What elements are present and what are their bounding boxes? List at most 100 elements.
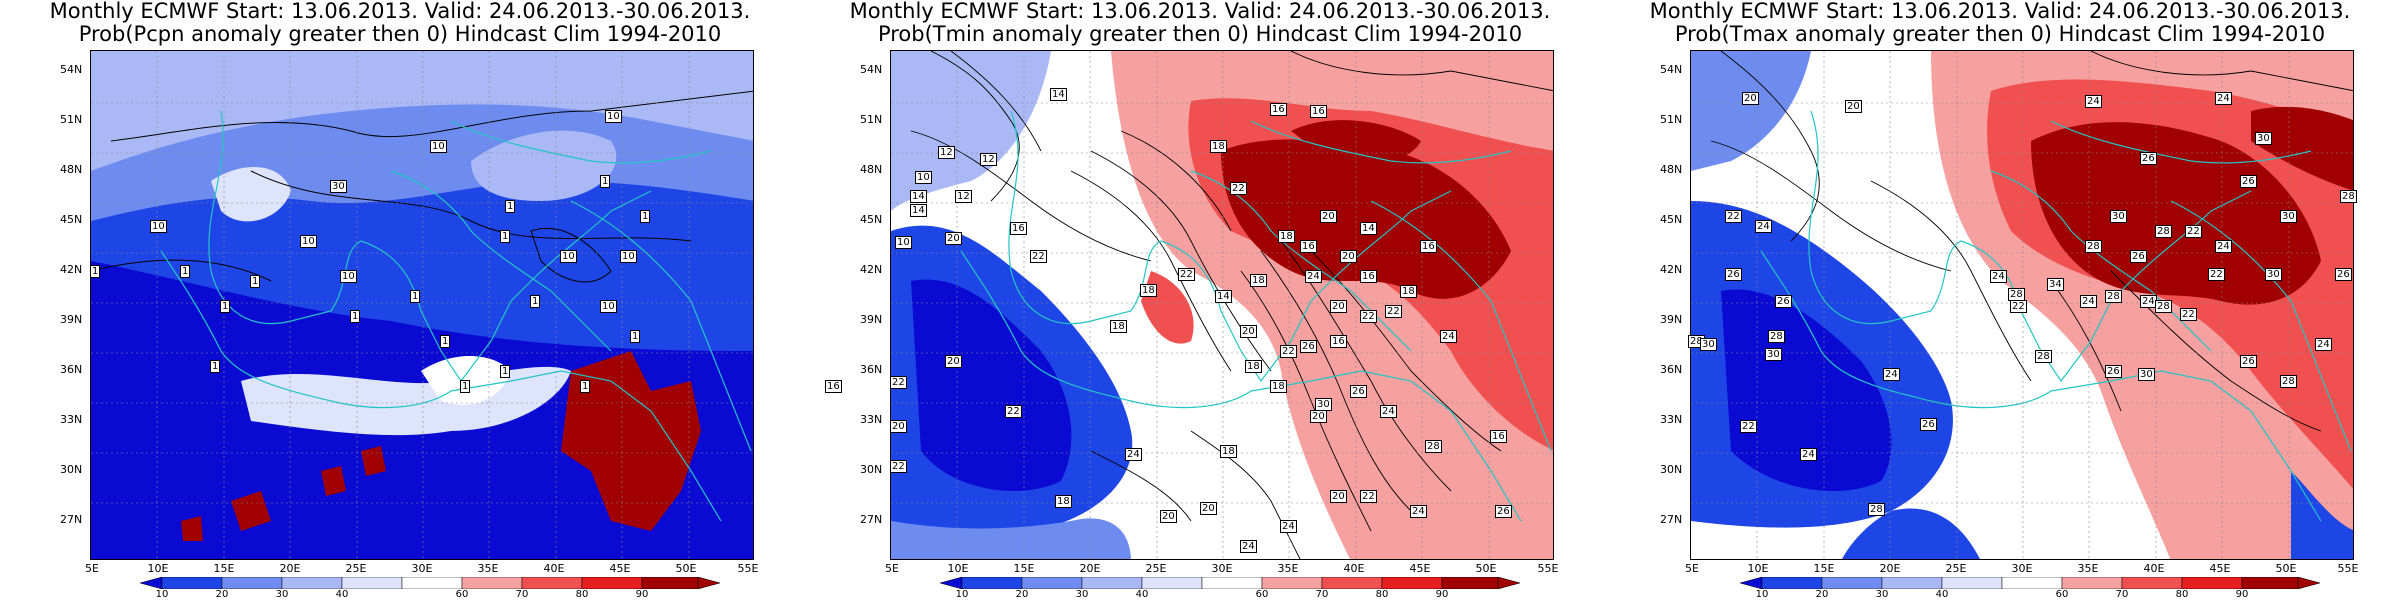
contour-label: 18 [1250, 274, 1267, 287]
contour-label: 24 [1883, 368, 1900, 381]
contour-label: 1 [210, 360, 221, 373]
lon-label: 35E [477, 562, 499, 575]
probability-map [91, 51, 753, 559]
colorbar-tick: 40 [1135, 589, 1149, 600]
contour-label: 16 [1360, 270, 1377, 283]
contour-label: 22 [2010, 300, 2027, 313]
lat-label: 51N [1660, 113, 1683, 126]
lon-label: 45E [1409, 562, 1431, 575]
contour-label: 24 [1755, 220, 1772, 233]
lon-label: 50E [1475, 562, 1497, 575]
contour-label: 22 [1360, 310, 1377, 323]
lat-label: 30N [1660, 463, 1683, 476]
contour-label: 24 [1280, 520, 1297, 533]
lat-label: 54N [60, 63, 83, 76]
contour-label: 20 [945, 232, 962, 245]
lat-label: 27N [60, 513, 83, 526]
contour-label: 16 [1490, 430, 1507, 443]
contour-label: 30 [1765, 348, 1782, 361]
colorbar-tick: 90 [635, 589, 649, 600]
lon-label: 55E [2337, 562, 2359, 575]
lon-label: 55E [737, 562, 759, 575]
contour-label: 26 [1350, 385, 1367, 398]
contour-label: 20 [1845, 100, 1862, 113]
lat-label: 30N [60, 463, 83, 476]
contour-label: 28 [1768, 330, 1785, 343]
contour-label: 30 [2110, 210, 2127, 223]
contour-label: 30 [2255, 132, 2272, 145]
contour-label: 24 [1440, 330, 1457, 343]
contour-label: 28 [1425, 440, 1442, 453]
contour-label: 10 [150, 220, 167, 233]
lon-label: 35E [2077, 562, 2099, 575]
lat-label: 45N [860, 213, 883, 226]
lon-label: 30E [2011, 562, 2033, 575]
contour-label: 24 [1380, 405, 1397, 418]
contour-label: 18 [1270, 380, 1287, 393]
colorbar-tick: 70 [1315, 589, 1329, 600]
contour-label: 18 [1245, 360, 1262, 373]
colorbar-tick: 60 [455, 589, 469, 600]
contour-label: 1 [580, 380, 591, 393]
contour-label: 10 [300, 235, 317, 248]
contour-label: 18 [1278, 230, 1295, 243]
lon-label: 50E [675, 562, 697, 575]
contour-label: 14 [1050, 88, 1067, 101]
lon-label: 20E [1879, 562, 1901, 575]
colorbar-tick: 20 [215, 589, 229, 600]
contour-label: 16 [1330, 335, 1347, 348]
colorbar [940, 577, 1520, 589]
contour-label: 22 [1725, 210, 1742, 223]
contour-label: 20 [1310, 410, 1327, 423]
lat-label: 33N [1660, 413, 1683, 426]
map-area[interactable] [90, 50, 754, 560]
colorbar-tick: 20 [1015, 589, 1029, 600]
lon-label: 45E [609, 562, 631, 575]
probability-map [891, 51, 1553, 559]
contour-label: 1 [90, 265, 101, 278]
lat-label: 42N [860, 263, 883, 276]
contour-label: 1 [600, 175, 611, 188]
colorbar-tick: 30 [275, 589, 289, 600]
contour-label: 12 [955, 190, 972, 203]
lon-label: 55E [1537, 562, 1559, 575]
contour-label: 12 [938, 146, 955, 159]
contour-label: 10 [340, 270, 357, 283]
lat-label: 36N [860, 363, 883, 376]
lat-label: 48N [60, 163, 83, 176]
lat-label: 39N [860, 313, 883, 326]
contour-label: 1 [500, 365, 511, 378]
contour-label: 28 [2008, 288, 2025, 301]
contour-label: 24 [2080, 295, 2097, 308]
lon-label: 25E [345, 562, 367, 575]
contour-label: 16 [1270, 103, 1287, 116]
lon-label: 40E [1343, 562, 1365, 575]
lat-label: 42N [60, 263, 83, 276]
contour-label: 28 [2340, 190, 2357, 203]
contour-label: 16 [1420, 240, 1437, 253]
contour-label: 26 [2240, 355, 2257, 368]
contour-label: 24 [2140, 295, 2157, 308]
lat-label: 36N [1660, 363, 1683, 376]
colorbar-tick: 40 [1935, 589, 1949, 600]
contour-label: 22 [1030, 250, 1047, 263]
map-area[interactable] [890, 50, 1554, 560]
contour-label: 20 [1742, 92, 1759, 105]
lat-label: 54N [860, 63, 883, 76]
contour-label: 16 [1310, 105, 1327, 118]
contour-label: 28 [2035, 350, 2052, 363]
contour-label: 22 [890, 460, 907, 473]
contour-label: 24 [2215, 92, 2232, 105]
colorbar [140, 577, 720, 589]
lon-label: 15E [1813, 562, 1835, 575]
contour-label: 24 [1800, 448, 1817, 461]
contour-label: 12 [980, 153, 997, 166]
contour-label: 10 [560, 250, 577, 263]
contour-label: 1 [180, 265, 191, 278]
lon-label: 40E [2143, 562, 2165, 575]
contour-label: 22 [2180, 308, 2197, 321]
contour-label: 16 [1300, 240, 1317, 253]
contour-label: 26 [2105, 365, 2122, 378]
lat-label: 51N [860, 113, 883, 126]
contour-label: 10 [605, 110, 622, 123]
